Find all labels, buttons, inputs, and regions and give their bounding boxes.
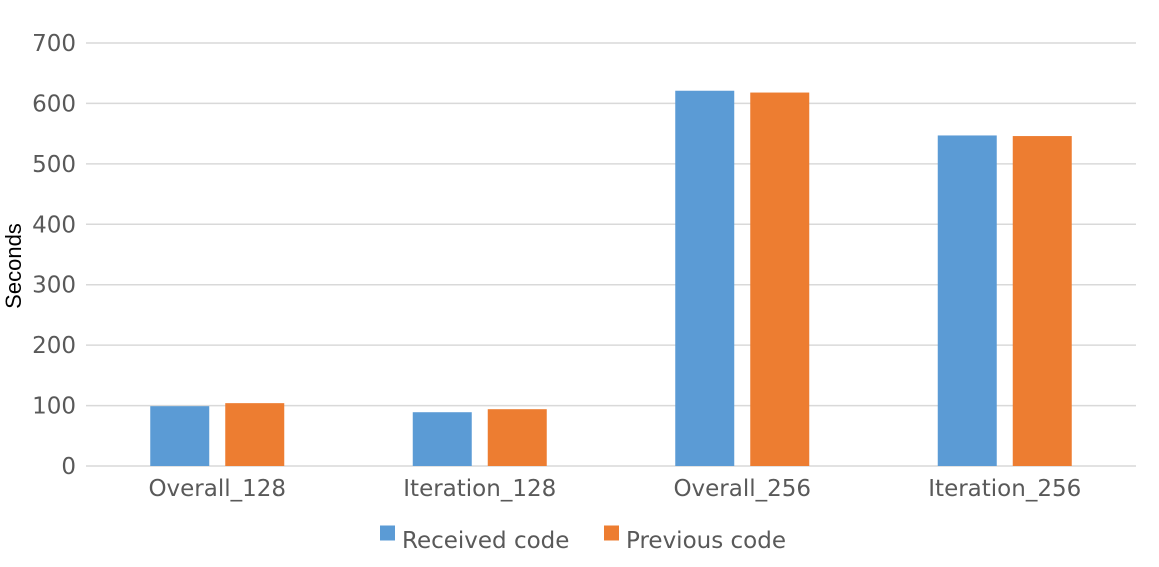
y-tick-label: 200 xyxy=(32,333,76,359)
x-tick-label: Iteration_128 xyxy=(403,476,556,502)
y-axis-tick-labels: 0 100 200 300 400 500 600 700 xyxy=(32,31,76,480)
bar-previous-code-overall_128 xyxy=(225,403,285,466)
legend-swatch-received-code xyxy=(380,525,395,541)
bar-received-code-overall_256 xyxy=(675,90,735,466)
y-tick-label: 700 xyxy=(32,31,76,57)
bar-previous-code-iteration_256 xyxy=(1012,136,1072,466)
bar-previous-code-iteration_128 xyxy=(487,409,547,466)
y-tick-label: 300 xyxy=(32,273,76,299)
y-tick-label: 400 xyxy=(32,212,76,238)
bar-received-code-iteration_128 xyxy=(412,412,472,466)
y-tick-label: 600 xyxy=(32,91,76,117)
bar-received-code-iteration_256 xyxy=(937,135,997,466)
bar-previous-code-overall_256 xyxy=(750,92,810,467)
y-axis-title: Seconds xyxy=(1,223,26,309)
x-tick-label: Iteration_256 xyxy=(928,476,1081,502)
bars xyxy=(150,90,1072,467)
y-tick-label: 500 xyxy=(32,152,76,178)
bar-received-code-overall_128 xyxy=(150,406,210,466)
legend-label-received-code: Received code xyxy=(402,528,569,554)
y-tick-label: 0 xyxy=(61,454,76,480)
x-tick-label: Overall_256 xyxy=(673,476,811,502)
legend-swatch-previous-code xyxy=(604,525,619,541)
x-tick-label: Overall_128 xyxy=(148,476,286,502)
x-axis-tick-labels: Overall_128 Iteration_128 Overall_256 Itera… xyxy=(148,476,1081,502)
legend-label-previous-code: Previous code xyxy=(626,528,786,554)
legend: Received code Previous code xyxy=(380,525,786,554)
y-tick-label: 100 xyxy=(32,394,76,420)
